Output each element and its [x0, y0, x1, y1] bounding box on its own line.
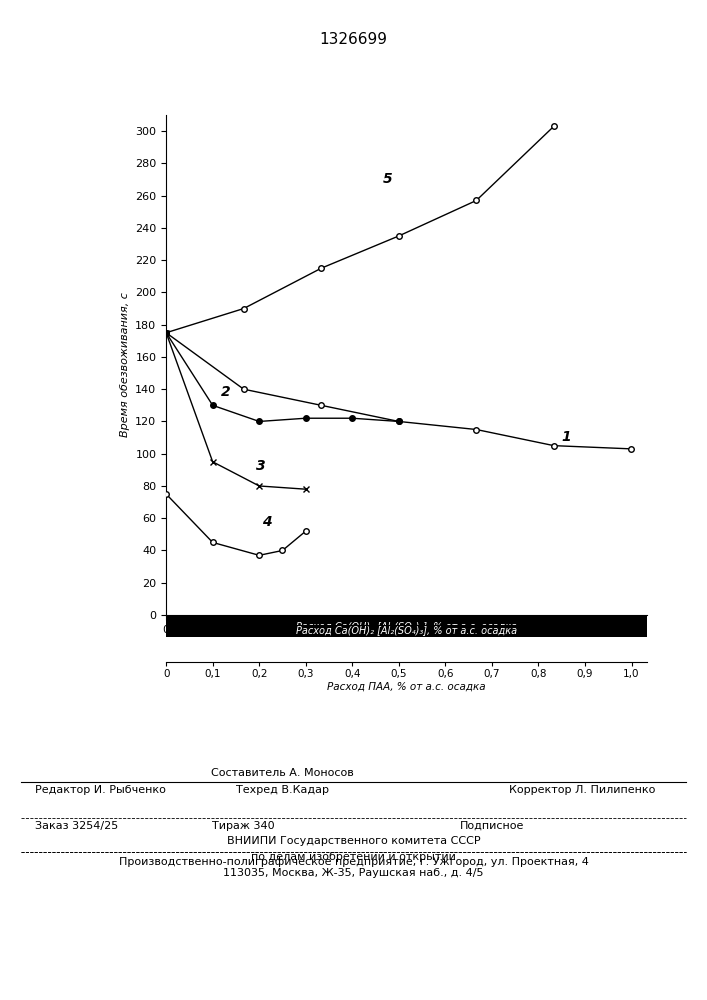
- Text: 2: 2: [221, 385, 230, 399]
- Text: Производственно-полиграфическое предприятие, г. Ужгород, ул. Проектная, 4: Производственно-полиграфическое предприя…: [119, 857, 588, 867]
- Text: 1: 1: [561, 430, 571, 444]
- Y-axis label: Время обезвоживания, с: Время обезвоживания, с: [119, 293, 129, 437]
- Text: ВНИИПИ Государственного комитета СССР: ВНИИПИ Государственного комитета СССР: [227, 836, 480, 846]
- Text: Составитель А. Моносов: Составитель А. Моносов: [211, 768, 354, 778]
- Text: Подписное: Подписное: [460, 821, 524, 831]
- Text: Техред В.Кадар: Техред В.Кадар: [236, 785, 329, 795]
- Text: Расход Ca(OH)₂ [Al₂(SO₄)₃], % от а.с. осадка: Расход Ca(OH)₂ [Al₂(SO₄)₃], % от а.с. ос…: [296, 625, 517, 635]
- Text: 113035, Москва, Ж-35, Раушская наб., д. 4/5: 113035, Москва, Ж-35, Раушская наб., д. …: [223, 868, 484, 878]
- Text: по делам изобретений и открытий: по делам изобретений и открытий: [251, 852, 456, 862]
- Text: Редактор И. Рыбченко: Редактор И. Рыбченко: [35, 785, 166, 795]
- Text: 1326699: 1326699: [320, 32, 387, 47]
- Text: Расход ПАА, % от а.с. осадка: Расход ПАА, % от а.с. осадка: [327, 682, 486, 692]
- Text: 4: 4: [262, 515, 272, 529]
- Text: Заказ 3254/25: Заказ 3254/25: [35, 821, 119, 831]
- Text: 3: 3: [256, 459, 266, 473]
- Text: 5: 5: [383, 172, 393, 186]
- Text: Тираж 340: Тираж 340: [212, 821, 275, 831]
- Text: Расход Ca(OH)₂ [Al₂(SO₄)₃], % от а.с. осадка: Расход Ca(OH)₂ [Al₂(SO₄)₃], % от а.с. ос…: [296, 621, 517, 631]
- Text: Корректор Л. Пилипенко: Корректор Л. Пилипенко: [509, 785, 655, 795]
